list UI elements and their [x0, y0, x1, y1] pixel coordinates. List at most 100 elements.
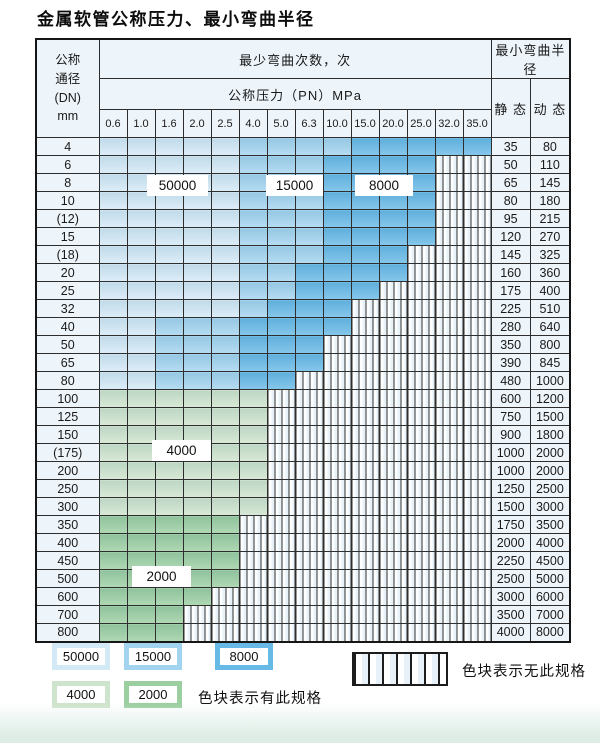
table-row: 25 175 400	[35, 281, 571, 300]
pressure-cell-colored	[266, 299, 296, 318]
pressure-cell-nospec	[294, 497, 324, 516]
pressure-cell-colored	[126, 317, 156, 336]
pressure-cell-colored	[238, 497, 268, 516]
pressure-cell-colored	[322, 227, 352, 246]
dynamic-radius-cell: 845	[529, 353, 571, 372]
pressure-cell-colored	[210, 281, 240, 300]
pressure-cell-colored	[126, 497, 156, 516]
pressure-cell-nospec	[434, 281, 464, 300]
pressure-cell-nospec	[406, 281, 436, 300]
pressure-cell-nospec	[210, 605, 240, 624]
pressure-cell-colored	[154, 623, 184, 642]
pressure-cell-nospec	[406, 443, 436, 462]
pressure-cell-nospec	[350, 605, 380, 624]
static-radius-cell: 4000	[490, 623, 531, 642]
pressure-tick: 2.5	[210, 109, 240, 138]
pressure-cell-nospec	[406, 353, 436, 372]
table-row: 450 2250 4500	[35, 551, 571, 570]
static-radius-cell: 2500	[490, 569, 531, 588]
pressure-cell-colored	[154, 407, 184, 426]
dn-cell: 65	[35, 353, 100, 372]
pressure-cell-nospec	[434, 317, 464, 336]
pressure-cell-nospec	[434, 299, 464, 318]
pressure-tick: 4.0	[238, 109, 268, 138]
pressure-cell-colored	[154, 371, 184, 390]
pressure-cell-nospec	[238, 605, 268, 624]
pressure-cell-colored	[126, 353, 156, 372]
pressure-cell-colored	[238, 299, 268, 318]
dn-cell: 10	[35, 191, 100, 210]
pressure-cell-colored	[238, 209, 268, 228]
pressure-cell-colored	[182, 245, 212, 264]
pressure-cell-colored	[406, 155, 436, 174]
pressure-cell-nospec	[434, 227, 464, 246]
pressure-cell-colored	[322, 263, 352, 282]
pressure-cell-nospec	[462, 443, 492, 462]
cycles-region-label-2000: 2000	[132, 566, 191, 587]
pressure-cell-colored	[98, 533, 128, 552]
dynamic-radius-cell: 145	[529, 173, 571, 192]
dn-cell: 150	[35, 425, 100, 444]
dn-cell: 8	[35, 173, 100, 192]
pressure-cell-colored	[350, 263, 380, 282]
pressure-cell-nospec	[350, 299, 380, 318]
pressure-cell-colored	[126, 407, 156, 426]
pressure-cell-nospec	[434, 461, 464, 480]
page-title: 金属软管公称压力、最小弯曲半径	[37, 10, 315, 29]
dynamic-radius-cell: 4500	[529, 551, 571, 570]
static-radius-cell: 3000	[490, 587, 531, 606]
pressure-cell-colored	[210, 371, 240, 390]
pressure-cell-nospec	[294, 551, 324, 570]
table-row: 32 225 510	[35, 299, 571, 318]
pressure-cell-colored	[182, 407, 212, 426]
pressure-cell-colored	[98, 407, 128, 426]
pressure-cell-nospec	[406, 605, 436, 624]
pressure-cell-colored	[210, 317, 240, 336]
pressure-cell-nospec	[462, 353, 492, 372]
pressure-cell-colored	[210, 497, 240, 516]
pressure-cell-colored	[126, 587, 156, 606]
pressure-cell-colored	[98, 191, 128, 210]
pressure-cell-nospec	[378, 497, 408, 516]
static-radius-cell: 120	[490, 227, 531, 246]
pressure-cell-colored	[126, 461, 156, 480]
pressure-cell-nospec	[406, 479, 436, 498]
pressure-cell-colored	[322, 137, 352, 156]
pressure-cell-nospec	[350, 497, 380, 516]
pressure-cell-colored	[126, 389, 156, 408]
pressure-cell-colored	[126, 263, 156, 282]
pressure-cell-colored	[98, 623, 128, 642]
pressure-cell-colored	[154, 353, 184, 372]
pressure-cell-colored	[322, 245, 352, 264]
static-radius-cell: 3500	[490, 605, 531, 624]
dn-cell: 600	[35, 587, 100, 606]
pressure-cell-nospec	[322, 389, 352, 408]
pressure-cell-colored	[210, 551, 240, 570]
spec-table: 公称 通径 (DN) mm 最少弯曲次数，次 最小弯曲半径 公称压力（PN）MPa 静 态动 …	[35, 38, 572, 643]
table-row: 65 390 845	[35, 353, 571, 372]
pressure-cell-colored	[210, 533, 240, 552]
pressure-cell-colored	[238, 263, 268, 282]
table-row: 250 1250 2500	[35, 479, 571, 498]
legend-swatch-8000: 8000	[215, 643, 273, 670]
pressure-cell-colored	[378, 227, 408, 246]
pressure-cell-nospec	[294, 623, 324, 642]
pressure-cell-colored	[210, 209, 240, 228]
pressure-cell-colored	[98, 317, 128, 336]
pressure-cell-nospec	[322, 443, 352, 462]
dn-cell: 300	[35, 497, 100, 516]
static-radius-cell: 1750	[490, 515, 531, 534]
pressure-cell-nospec	[378, 515, 408, 534]
dynamic-radius-cell: 510	[529, 299, 571, 318]
pressure-cell-colored	[98, 227, 128, 246]
pressure-cell-colored	[154, 299, 184, 318]
pressure-cell-colored	[182, 335, 212, 354]
pressure-cell-nospec	[350, 371, 380, 390]
pressure-cell-colored	[154, 497, 184, 516]
table-row: 200 1000 2000	[35, 461, 571, 480]
pressure-cell-nospec	[294, 479, 324, 498]
pressure-cell-nospec	[462, 623, 492, 642]
pressure-cell-nospec	[434, 245, 464, 264]
pressure-cell-colored	[126, 479, 156, 498]
dn-cell: 25	[35, 281, 100, 300]
